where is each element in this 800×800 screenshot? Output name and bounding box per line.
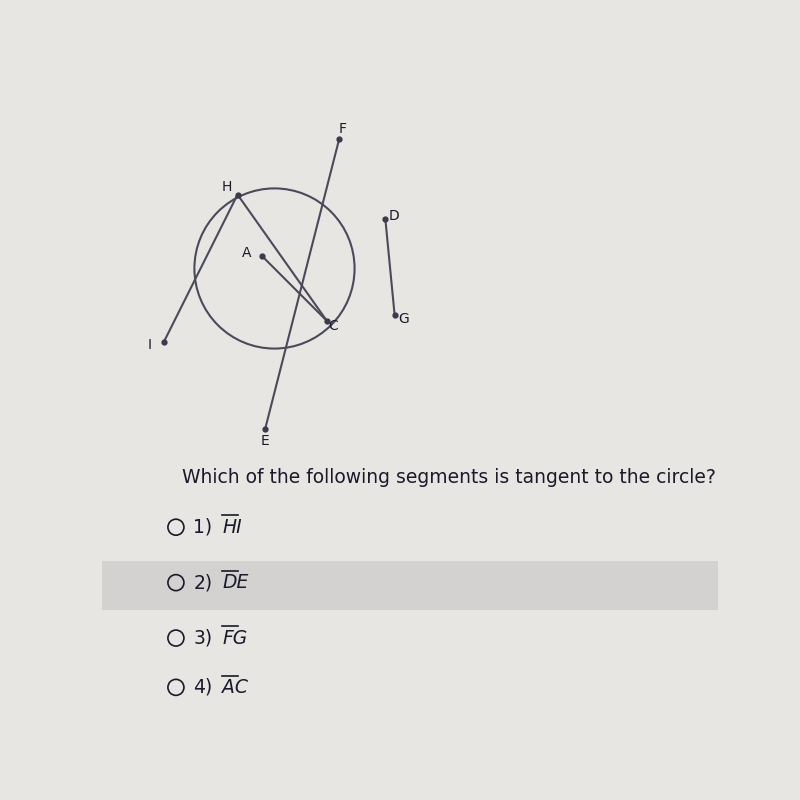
Text: C: C — [328, 318, 338, 333]
Text: 1): 1) — [193, 518, 212, 537]
Text: F: F — [338, 122, 346, 136]
Text: I: I — [148, 338, 152, 353]
Text: G: G — [398, 312, 409, 326]
Bar — [102, 561, 718, 610]
Text: 3): 3) — [193, 629, 212, 647]
Text: Which of the following segments is tangent to the circle?: Which of the following segments is tange… — [182, 469, 716, 487]
Text: DE: DE — [222, 573, 249, 592]
Text: HI: HI — [222, 518, 242, 537]
Text: 2): 2) — [193, 573, 212, 592]
Text: E: E — [261, 434, 270, 448]
Text: FG: FG — [222, 629, 247, 647]
Text: 4): 4) — [193, 678, 213, 697]
Text: AC: AC — [222, 678, 248, 697]
Text: H: H — [222, 180, 232, 194]
Text: D: D — [389, 209, 399, 223]
Text: A: A — [242, 246, 251, 260]
